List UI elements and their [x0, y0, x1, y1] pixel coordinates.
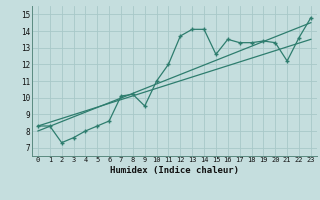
X-axis label: Humidex (Indice chaleur): Humidex (Indice chaleur): [110, 166, 239, 175]
